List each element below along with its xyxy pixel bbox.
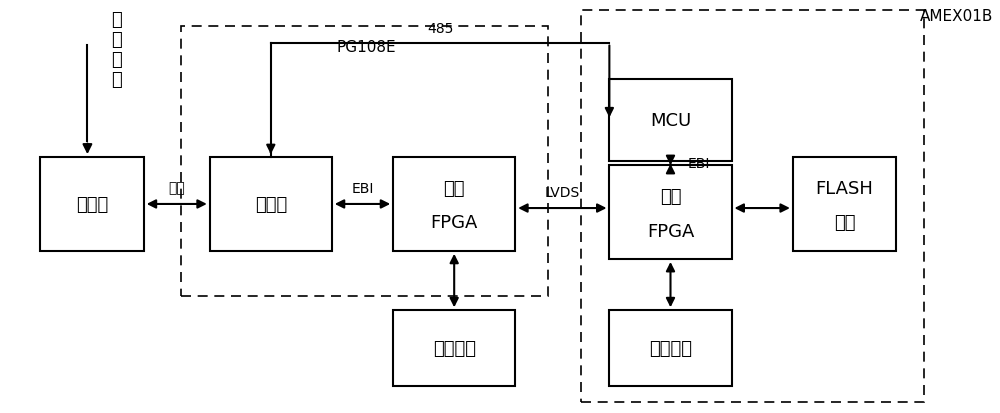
Bar [393, 158, 515, 252]
Text: LVDS: LVDS [545, 185, 580, 199]
Text: AMEX01B: AMEX01B [920, 9, 993, 24]
Text: 第二: 第二 [660, 188, 681, 205]
Bar [581, 11, 924, 402]
Bar [393, 311, 515, 386]
Text: EBI: EBI [351, 181, 374, 195]
Text: 第一: 第一 [443, 179, 465, 197]
Bar [40, 158, 144, 252]
Bar [609, 311, 732, 386]
Text: FLASH: FLASH [816, 179, 873, 197]
Text: FPGA: FPGA [647, 222, 694, 240]
Text: 处理器: 处理器 [255, 195, 287, 214]
Text: 485: 485 [427, 22, 453, 36]
Bar [210, 158, 332, 252]
Bar [181, 27, 548, 296]
Text: MCU: MCU [650, 112, 691, 130]
Text: 芯片: 芯片 [834, 214, 855, 232]
Text: 升
级
文
件: 升 级 文 件 [111, 11, 122, 89]
Bar [609, 166, 732, 259]
Text: 第二内存: 第二内存 [649, 339, 692, 357]
Text: 上位机: 上位机 [76, 195, 108, 214]
Text: PG108E: PG108E [337, 40, 396, 55]
Text: EBI: EBI [688, 157, 710, 171]
Bar [609, 80, 732, 161]
Bar [793, 158, 896, 252]
Text: FPGA: FPGA [431, 214, 478, 232]
Text: 第一内存: 第一内存 [433, 339, 476, 357]
Text: 网线: 网线 [168, 181, 185, 195]
